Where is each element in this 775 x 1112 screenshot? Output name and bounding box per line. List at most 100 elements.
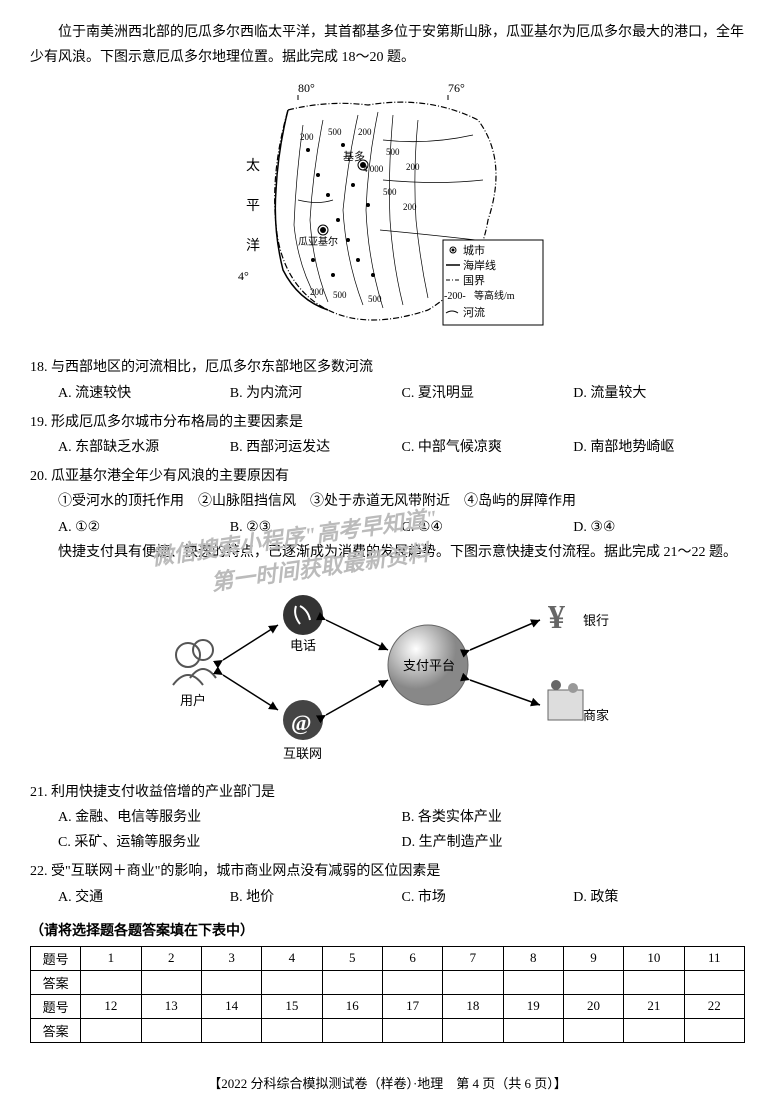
q20-option-a: A. ①② (58, 515, 230, 540)
svg-text:海岸线: 海岸线 (463, 258, 496, 272)
user-icon (173, 640, 216, 685)
table-cell[interactable] (141, 970, 201, 994)
intro-paragraph-2: 快捷支付具有便捷、快速的特点，已逐渐成为消费的发展趋势。下图示意快捷支付流程。据… (30, 540, 745, 565)
svg-text:支付平台: 支付平台 (403, 658, 455, 673)
answer-table: 题号 1 2 3 4 5 6 7 8 9 10 11 答案 题号 12 13 1… (30, 946, 745, 1043)
table-cell: 10 (624, 946, 684, 970)
q18-option-a: A. 流速较快 (58, 381, 230, 406)
svg-text:500: 500 (328, 127, 342, 137)
table-cell[interactable] (443, 970, 503, 994)
table-label-num-2: 题号 (31, 994, 81, 1018)
table-cell: 17 (382, 994, 442, 1018)
svg-text:200: 200 (300, 132, 314, 142)
table-cell[interactable] (563, 1018, 623, 1042)
svg-text:太: 太 (246, 158, 260, 174)
svg-text:商家: 商家 (583, 708, 609, 723)
table-cell[interactable] (201, 1018, 261, 1042)
svg-text:基多: 基多 (343, 149, 365, 163)
table-cell[interactable] (322, 1018, 382, 1042)
svg-text:500: 500 (386, 147, 400, 157)
table-label-ans-2: 答案 (31, 1018, 81, 1042)
table-cell[interactable] (563, 970, 623, 994)
question-18-stem: 18. 与西部地区的河流相比，厄瓜多尔东部地区多数河流 (30, 355, 745, 380)
svg-text:500: 500 (333, 290, 347, 300)
question-21-stem: 21. 利用快捷支付收益倍增的产业部门是 (30, 780, 745, 805)
q22-option-d: D. 政策 (573, 885, 745, 910)
table-cell: 19 (503, 994, 563, 1018)
table-cell[interactable] (624, 1018, 684, 1042)
table-cell: 8 (503, 946, 563, 970)
q19-option-b: B. 西部河运发达 (230, 435, 402, 460)
question-20-subs: ①受河水的顶托作用 ②山脉阻挡信风 ③处于赤道无风带附近 ④岛屿的屏障作用 (30, 489, 745, 514)
question-18-options: A. 流速较快 B. 为内流河 C. 夏汛明显 D. 流量较大 (30, 381, 745, 406)
table-label-ans-1: 答案 (31, 970, 81, 994)
question-22-options: A. 交通 B. 地价 C. 市场 D. 政策 (30, 885, 745, 910)
q19-option-c: C. 中部气候凉爽 (402, 435, 574, 460)
svg-text:80°: 80° (298, 81, 315, 95)
table-cell[interactable] (382, 970, 442, 994)
table-cell[interactable] (262, 970, 322, 994)
table-cell: 7 (443, 946, 503, 970)
svg-text:互联网: 互联网 (283, 746, 322, 760)
table-cell[interactable] (503, 1018, 563, 1042)
q21-option-a: A. 金融、电信等服务业 (58, 805, 402, 830)
svg-text:76°: 76° (448, 81, 465, 95)
table-cell[interactable] (684, 970, 744, 994)
q18-option-b: B. 为内流河 (230, 381, 402, 406)
table-cell: 14 (201, 994, 261, 1018)
table-cell: 12 (81, 994, 141, 1018)
yen-icon: ¥ (548, 599, 565, 636)
table-cell[interactable] (141, 1018, 201, 1042)
q18-option-c: C. 夏汛明显 (402, 381, 574, 406)
svg-text:200: 200 (358, 127, 372, 137)
q22-option-c: C. 市场 (402, 885, 574, 910)
q22-option-a: A. 交通 (58, 885, 230, 910)
svg-text:平: 平 (246, 199, 260, 214)
svg-text:洋: 洋 (246, 238, 260, 254)
table-cell[interactable] (262, 1018, 322, 1042)
answer-instruction: （请将选择题各题答案填在下表中） (30, 920, 745, 940)
table-cell: 6 (382, 946, 442, 970)
q19-option-d: D. 南部地势崎岖 (573, 435, 745, 460)
table-cell: 5 (322, 946, 382, 970)
payment-flow-svg: 用户 电话 @ 互联网 支付平台 ¥ 银行 商家 (128, 580, 648, 760)
question-19-stem: 19. 形成厄瓜多尔城市分布格局的主要因素是 (30, 410, 745, 435)
ecuador-map-svg: 80° 76° 4° 太 平 洋 200 500 200 4 000 500 2… (228, 80, 548, 340)
table-cell[interactable] (503, 970, 563, 994)
table-label-num-1: 题号 (31, 946, 81, 970)
table-cell[interactable] (443, 1018, 503, 1042)
q21-option-d: D. 生产制造产业 (402, 830, 746, 855)
svg-text:等高线/m: 等高线/m (474, 289, 515, 302)
table-cell: 13 (141, 994, 201, 1018)
table-cell[interactable] (81, 1018, 141, 1042)
internet-icon: @ (283, 700, 323, 740)
phone-icon (283, 595, 323, 635)
svg-text:@: @ (291, 710, 311, 735)
question-19-options: A. 东部缺乏水源 B. 西部河运发达 C. 中部气候凉爽 D. 南部地势崎岖 (30, 435, 745, 460)
table-cell: 15 (262, 994, 322, 1018)
question-22-stem: 22. 受"互联网＋商业"的影响，城市商业网点没有减弱的区位因素是 (30, 859, 745, 884)
table-cell: 2 (141, 946, 201, 970)
table-cell[interactable] (382, 1018, 442, 1042)
table-cell: 18 (443, 994, 503, 1018)
merchant-icon (548, 680, 583, 720)
table-cell[interactable] (81, 970, 141, 994)
svg-text:500: 500 (383, 187, 397, 197)
question-21-options: A. 金融、电信等服务业 B. 各类实体产业 C. 采矿、运输等服务业 D. 生… (30, 805, 745, 855)
table-cell[interactable] (322, 970, 382, 994)
q22-option-b: B. 地价 (230, 885, 402, 910)
table-cell: 16 (322, 994, 382, 1018)
table-cell[interactable] (624, 970, 684, 994)
table-cell[interactable] (684, 1018, 744, 1042)
svg-text:200: 200 (403, 202, 417, 212)
q20-option-c: C. ①④ (402, 515, 574, 540)
q18-option-d: D. 流量较大 (573, 381, 745, 406)
table-cell[interactable] (201, 970, 261, 994)
q21-option-c: C. 采矿、运输等服务业 (58, 830, 402, 855)
question-20-options: A. ①② B. ②③ C. ①④ D. ③④ (30, 515, 745, 540)
page-footer: 【2022 分科综合模拟测试卷（样卷）·地理 第 4 页（共 6 页）】 (30, 1073, 745, 1092)
intro-paragraph-1: 位于南美洲西北部的厄瓜多尔西临太平洋，其首都基多位于安第斯山脉，瓜亚基尔为厄瓜多… (30, 20, 745, 70)
table-cell: 9 (563, 946, 623, 970)
svg-text:200: 200 (406, 162, 420, 172)
svg-text:河流: 河流 (463, 305, 485, 319)
